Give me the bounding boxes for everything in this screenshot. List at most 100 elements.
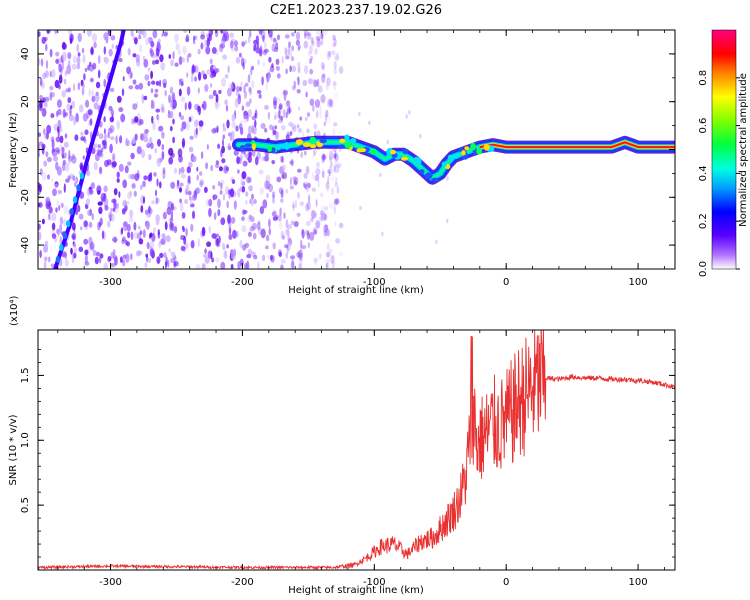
noise-speckle — [97, 55, 101, 64]
noise-speckle — [285, 252, 289, 259]
noise-speckle — [133, 231, 139, 240]
top-y-axis-label: Frequency (Hz) — [8, 112, 19, 188]
noise-speckle — [156, 178, 159, 187]
noise-speckle — [134, 116, 139, 123]
noise-speckle — [74, 134, 79, 141]
noise-speckle — [168, 54, 172, 59]
noise-speckle — [199, 181, 204, 188]
noise-speckle — [307, 242, 310, 249]
noise-speckle — [275, 97, 281, 104]
noise-speckle — [209, 58, 213, 65]
noise-speckle — [242, 62, 245, 70]
noise-speckle — [307, 78, 313, 85]
noise-speckle — [286, 100, 291, 107]
noise-speckle — [246, 253, 252, 259]
noise-speckle — [100, 192, 106, 202]
noise-speckle — [88, 221, 93, 228]
noise-speckle — [335, 197, 340, 205]
noise-speckle — [57, 230, 60, 237]
noise-speckle — [223, 250, 228, 260]
noise-speckle — [287, 234, 290, 242]
noise-speckle — [153, 227, 156, 233]
noise-speckle — [59, 236, 63, 245]
noise-speckle — [329, 150, 334, 161]
noise-speckle — [136, 250, 141, 257]
noise-speckle — [61, 152, 64, 157]
noise-speckle — [283, 91, 287, 101]
noise-speckle — [244, 40, 248, 45]
noise-speckle — [311, 187, 316, 192]
diagonal-trace-blob — [62, 232, 67, 240]
noise-speckle — [157, 197, 160, 203]
noise-speckle — [39, 250, 42, 259]
trace-blob — [476, 147, 483, 155]
noise-speckle — [83, 220, 88, 228]
noise-speckle — [204, 248, 207, 254]
noise-speckle — [126, 66, 132, 75]
noise-speckle — [151, 200, 156, 205]
trace-blob — [370, 148, 376, 155]
noise-speckle — [110, 263, 116, 268]
noise-speckle — [63, 183, 66, 193]
noise-speckle — [41, 36, 46, 45]
noise-speckle — [324, 206, 328, 211]
noise-speckle — [148, 153, 152, 161]
noise-speckle — [270, 254, 273, 261]
noise-speckle — [67, 155, 73, 163]
noise-speckle — [300, 151, 304, 158]
noise-speckle — [128, 216, 134, 223]
noise-speckle — [149, 248, 155, 258]
noise-speckle — [105, 35, 109, 44]
noise-speckle — [315, 35, 321, 41]
noise-speckle — [253, 199, 257, 204]
noise-speckle — [214, 236, 218, 246]
noise-speckle — [276, 176, 282, 183]
noise-speckle — [49, 70, 52, 78]
noise-speckle — [312, 227, 318, 236]
noise-speckle — [313, 150, 316, 158]
noise-speckle — [226, 119, 230, 129]
noise-speckle — [312, 78, 315, 87]
x-tick-label: -100 — [363, 577, 386, 588]
trace-blob — [447, 154, 454, 160]
noise-speckle — [46, 30, 50, 34]
noise-speckle — [60, 202, 64, 208]
colorbar-tick-label: 0.2 — [698, 213, 709, 229]
noise-speckle — [285, 55, 290, 60]
noise-speckle — [71, 234, 76, 240]
noise-speckle — [314, 212, 318, 218]
x-tick-label: -300 — [99, 277, 122, 288]
diagonal-trace — [53, 30, 126, 269]
diagonal-trace-blob — [59, 243, 64, 251]
noise-speckle — [133, 221, 137, 231]
noise-speckle — [306, 220, 311, 227]
noise-speckle — [204, 256, 210, 264]
noise-speckle — [195, 263, 201, 269]
noise-speckle — [326, 115, 331, 124]
noise-speckle — [254, 113, 257, 118]
snr-ticks: -300 -200 -100 0 100 0.5 1.0 1.5 — [20, 330, 675, 588]
noise-speckle — [297, 44, 302, 49]
noise-speckle — [146, 242, 150, 250]
noise-speckle — [327, 169, 331, 174]
noise-speckle — [272, 37, 277, 43]
noise-speckle — [152, 121, 156, 131]
noise-speckle — [325, 181, 330, 190]
noise-speckle — [151, 80, 156, 85]
noise-speckle — [210, 164, 214, 172]
noise-speckle — [333, 160, 338, 169]
noise-speckle — [109, 87, 115, 93]
noise-speckle — [59, 223, 62, 234]
trace-blob — [400, 156, 409, 161]
noise-speckle — [55, 161, 59, 171]
noise-speckle — [59, 74, 63, 84]
noise-speckle — [150, 88, 154, 94]
noise-speckle — [231, 131, 235, 142]
noise-speckle — [43, 244, 48, 253]
noise-speckle — [218, 181, 221, 187]
noise-speckle — [154, 88, 159, 93]
noise-speckle — [251, 65, 255, 71]
noise-speckle — [184, 199, 189, 204]
noise-speckle — [70, 105, 73, 110]
noise-speckle — [247, 231, 252, 238]
